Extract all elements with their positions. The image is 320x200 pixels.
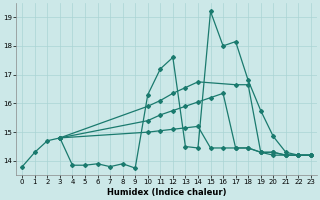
X-axis label: Humidex (Indice chaleur): Humidex (Indice chaleur) bbox=[107, 188, 226, 197]
